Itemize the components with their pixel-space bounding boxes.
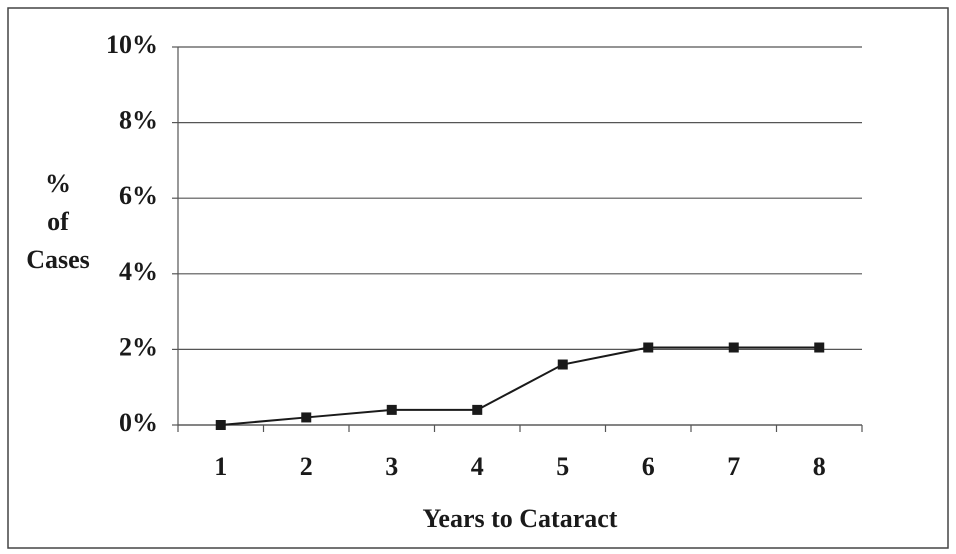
line: [220, 346, 820, 426]
marker: [386, 404, 397, 415]
y-tick-label: 4%: [119, 257, 158, 286]
x-tick-label: 7: [727, 452, 740, 481]
x-tick-label: 5: [556, 452, 569, 481]
x-tick-label: 2: [300, 452, 313, 481]
y-tick-label: 10%: [106, 30, 158, 59]
y-axis-title: of: [47, 207, 69, 236]
x-tick-label: 1: [214, 452, 227, 481]
marker: [215, 420, 226, 430]
marker: [643, 342, 654, 353]
x-axis-title: Years to Cataract: [423, 504, 618, 533]
x-tick-label: 3: [385, 452, 398, 481]
marker: [557, 359, 568, 370]
y-tick-label: 8%: [119, 106, 158, 135]
marker: [728, 342, 739, 353]
marker: [814, 342, 825, 353]
x-tick-label: 4: [471, 452, 484, 481]
y-axis-title: Cases: [26, 245, 90, 274]
y-tick-label: 0%: [119, 408, 158, 437]
y-tick-label: 6%: [119, 181, 158, 210]
x-tick-label: 8: [813, 452, 826, 481]
y-axis-title: %: [45, 169, 71, 198]
y-tick-label: 2%: [119, 332, 158, 361]
marker: [472, 404, 483, 415]
x-tick-label: 6: [642, 452, 655, 481]
frame: [7, 7, 949, 549]
marker: [301, 412, 312, 423]
